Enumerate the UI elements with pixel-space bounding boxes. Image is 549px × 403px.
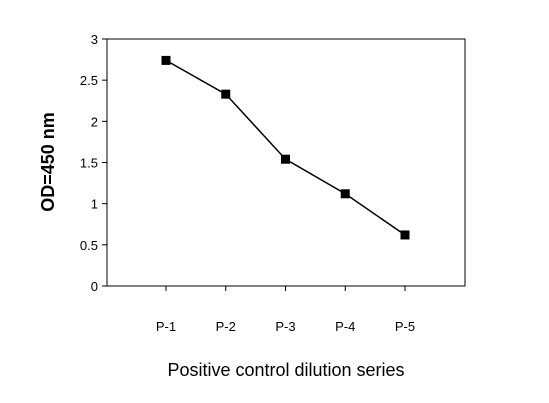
y-tick-label: 3 bbox=[91, 32, 98, 47]
x-tick-label: P-2 bbox=[216, 319, 236, 334]
y-tick-label: 2.5 bbox=[80, 73, 98, 88]
data-point-marker bbox=[281, 154, 290, 164]
data-point-marker bbox=[161, 55, 171, 65]
x-tick-label: P-5 bbox=[395, 319, 415, 334]
y-tick-label: 0.5 bbox=[80, 238, 98, 253]
y-tick-label: 2 bbox=[91, 114, 98, 129]
x-tick-label: P-1 bbox=[156, 319, 176, 334]
series-line bbox=[165, 59, 406, 236]
y-tick-label: 1 bbox=[91, 197, 98, 212]
data-point-marker bbox=[221, 89, 231, 99]
y-tick-label: 0 bbox=[91, 279, 98, 294]
y-axis: 0 0.5 1 1.5 2 2.5 3 bbox=[80, 32, 107, 294]
x-tick-label: P-4 bbox=[335, 319, 355, 334]
data-point-marker bbox=[340, 189, 350, 199]
x-axis: P-1 P-2 P-3 P-4 P-5 bbox=[156, 286, 415, 334]
series-markers bbox=[161, 55, 410, 240]
y-tick-label: 1.5 bbox=[80, 156, 98, 171]
x-tick-label: P-3 bbox=[275, 319, 295, 334]
x-axis-title: Positive control dilution series bbox=[167, 360, 404, 380]
y-axis-title: OD=450 nm bbox=[38, 112, 58, 212]
data-point-marker bbox=[400, 230, 410, 240]
